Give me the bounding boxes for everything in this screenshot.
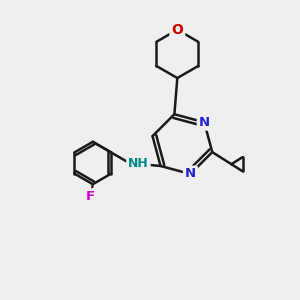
Text: N: N [185, 167, 196, 181]
Text: NH: NH [128, 157, 149, 169]
Text: O: O [171, 23, 183, 37]
Text: N: N [199, 116, 210, 129]
Text: F: F [86, 190, 95, 203]
